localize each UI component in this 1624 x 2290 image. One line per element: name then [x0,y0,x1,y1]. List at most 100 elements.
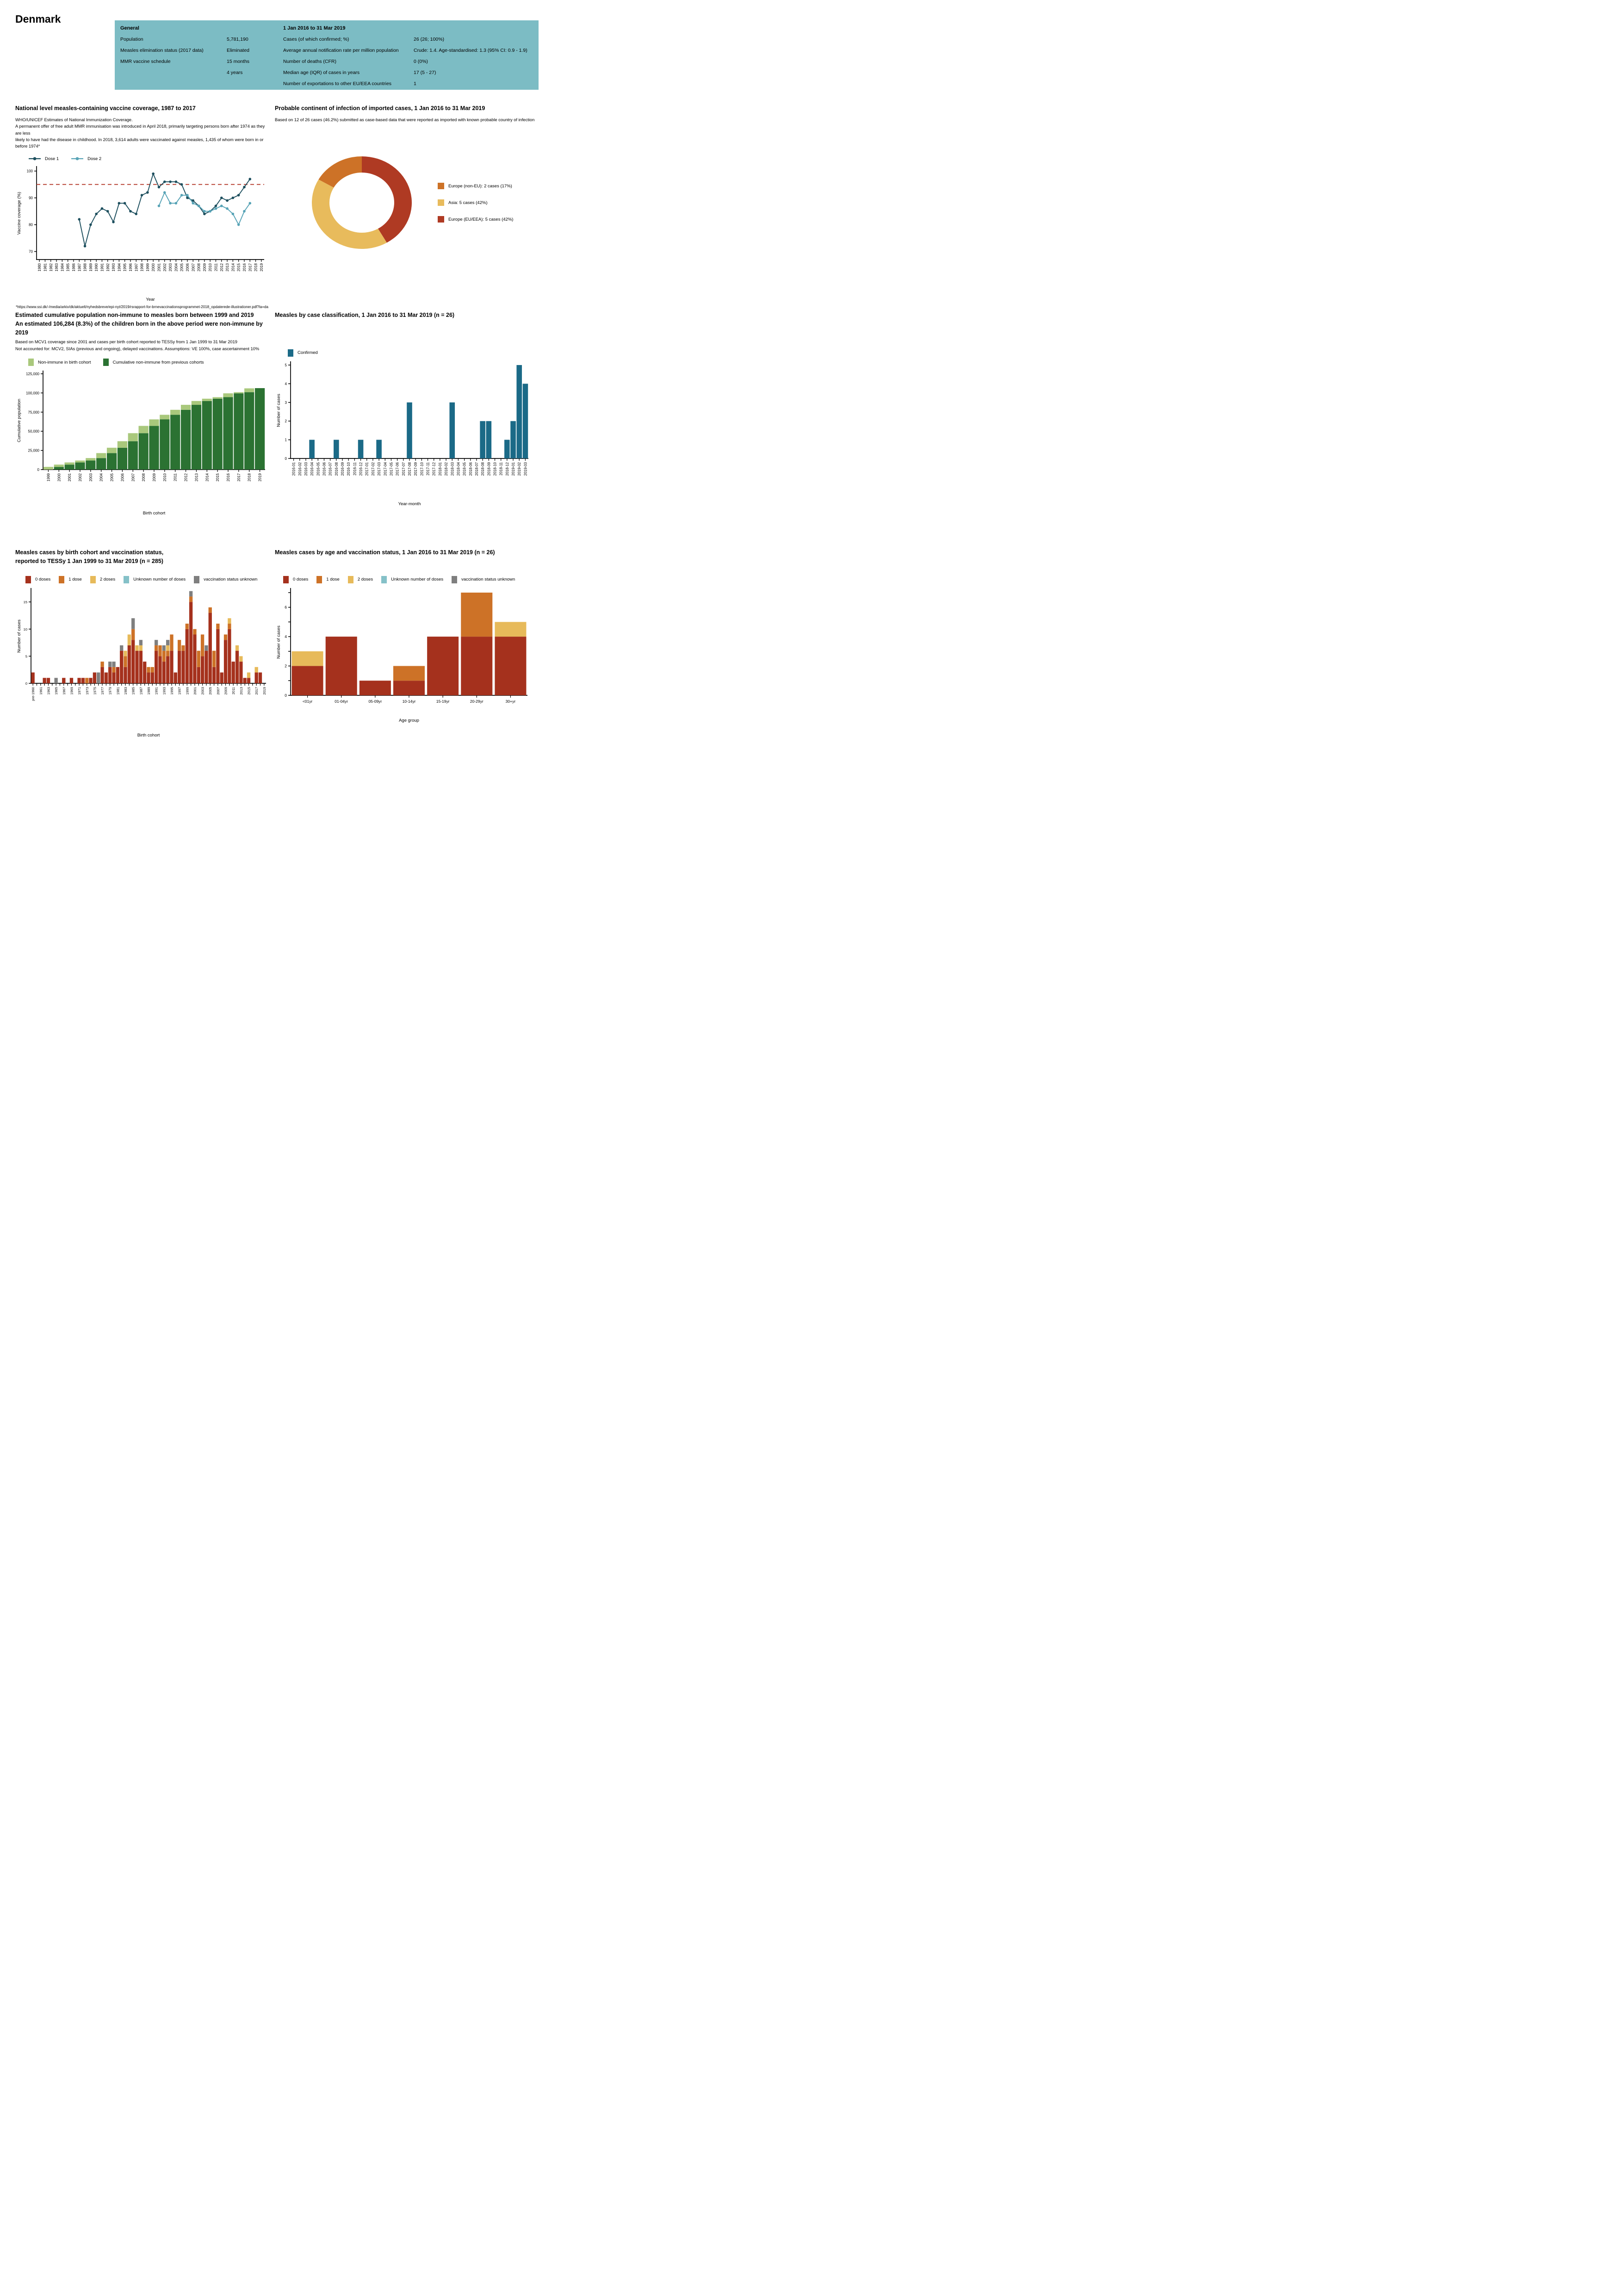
legend-swatch [124,576,130,583]
donut-slice [312,179,387,249]
bar-segment [208,613,212,683]
svg-text:1973: 1973 [85,687,89,695]
bar-segment [62,677,66,683]
svg-text:2016-01: 2016-01 [292,462,296,476]
svg-text:0: 0 [25,681,27,686]
continent-donut-chart [312,156,412,249]
svg-text:2017: 2017 [254,687,259,695]
bar-segment [104,672,108,683]
bar-segment [128,433,138,441]
bar-segment [147,667,150,673]
svg-text:1992: 1992 [106,263,110,271]
bar-segment [193,629,197,634]
bar-segment [193,634,197,683]
legend-entry: Confirmed [288,349,318,357]
title-line: reported to TESSy 1 Jan 1999 to 31 Mar 2… [15,557,163,564]
svg-text:2012: 2012 [220,263,224,271]
svg-text:2011: 2011 [231,687,236,694]
bar-segment [160,415,170,420]
x-axis-title: Birth cohort [137,733,160,738]
title-line: An estimated 106,284 (8.3%) of the child… [15,320,263,336]
bar-segment [291,666,323,695]
bar-segment [522,384,528,458]
svg-text:2013: 2013 [194,473,198,482]
bar-segment [139,639,143,645]
legend-label: Dose 1 [45,156,59,161]
bar-segment [325,636,357,695]
data-point [186,193,189,197]
data-point [163,180,166,183]
bar-segment [166,645,170,651]
mmr-schedule-value-2: 4 years [227,70,243,75]
legend-label: Europe (EU/EEA): 5 cases (42%) [448,217,514,222]
svg-text:75,000: 75,000 [28,410,40,415]
bar-segment [31,672,35,683]
bar-segment [138,433,149,470]
chart-legend: Europe (non-EU): 2 cases (17%) Asia: 5 ca… [438,183,513,223]
svg-text:2006: 2006 [120,473,124,482]
data-point [192,199,195,202]
svg-text:2: 2 [285,663,287,668]
chart-legend: 0 doses 1 dose 2 doses Unknown number of do… [25,576,269,583]
svg-text:1975: 1975 [93,687,97,695]
svg-text:2017-08: 2017-08 [408,462,412,476]
chart-legend: Dose 1 Dose 2 [28,156,269,161]
data-point [180,183,183,186]
svg-text:1991: 1991 [155,687,159,695]
svg-text:2015: 2015 [247,687,251,695]
y-axis-title: Number of cases [276,394,281,427]
legend-entry: 0 doses [25,576,50,583]
bar-segment [504,439,510,458]
data-point [248,178,252,180]
bar-segment [239,661,243,683]
svg-text:1982: 1982 [49,263,53,271]
data-point [146,191,149,194]
data-point [83,244,87,248]
y-axis-title: Number of cases [17,619,22,652]
bar-segment [77,677,81,683]
data-point [214,207,217,210]
bar-segment [223,393,233,397]
data-point [163,191,166,194]
svg-text:1980: 1980 [37,263,42,271]
svg-text:1986: 1986 [72,263,76,271]
data-point [123,202,126,204]
svg-text:0: 0 [37,468,40,472]
svg-text:100,000: 100,000 [26,391,39,395]
svg-text:1999: 1999 [46,473,50,482]
svg-text:4: 4 [285,634,287,639]
svg-text:2016-05: 2016-05 [316,462,320,476]
vaccine-coverage-section: National level measles-containing vaccin… [15,104,269,309]
bar-segment [75,460,85,463]
bar-segment [100,667,104,683]
chart-title: National level measles-containing vaccin… [15,105,196,111]
data-point [203,212,206,216]
note-line: Based on MCV1 coverage since 2001 and ca… [15,340,237,345]
bar-segment [162,645,166,651]
svg-text:2019-01: 2019-01 [511,462,515,476]
bar-segment [212,397,223,399]
svg-text:2011: 2011 [214,263,218,271]
svg-text:2018: 2018 [248,473,252,482]
legend-entry: 0 doses [283,576,308,583]
bar-segment [166,650,170,656]
svg-text:2004: 2004 [99,473,104,482]
svg-text:2013: 2013 [239,687,243,695]
data-point [100,207,104,210]
notification-rate-label: Average annual notification rate per mil… [283,48,399,53]
bar-segment [96,458,106,470]
bar-segment [243,677,247,683]
bar-segment [258,672,262,683]
svg-text:2000: 2000 [57,473,61,482]
bar-segment [170,650,174,683]
data-point [89,223,92,226]
svg-text:2000: 2000 [151,263,155,271]
svg-text:1988: 1988 [83,263,87,271]
bar-segment [235,645,239,651]
period-header: 1 Jan 2016 to 31 Mar 2019 [283,25,346,31]
bar-segment [128,441,138,470]
legend-entry: Europe (EU/EEA): 5 cases (42%) [438,216,513,223]
legend-swatch [438,183,444,190]
bar-segment [43,677,46,683]
mmr-schedule-label-2 [120,68,227,79]
